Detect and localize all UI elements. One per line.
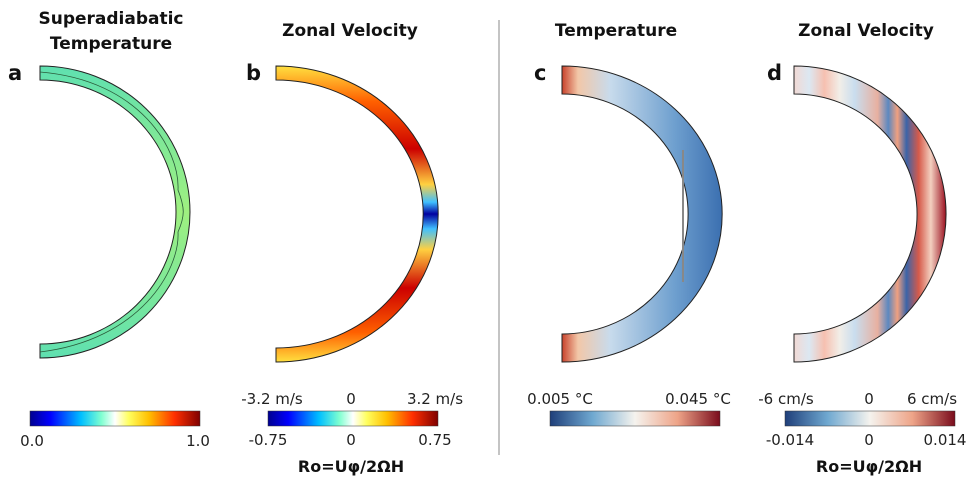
colorbar-d-bottom-tick-mid: 0 [864,431,874,449]
colorbar-b-bottom-tick-min: -0.75 [249,431,288,449]
colorbar-b-top-tick-min: -3.2 m/s [241,390,303,408]
colorbar-d-bottom-tick-max: 0.014 [924,431,967,449]
colorbar-a-tick-min: 0.0 [20,432,44,450]
colorbar-d-top-tick-min: -6 cm/s [758,390,814,408]
shell-b [275,65,439,363]
colorbar-c [549,410,721,427]
colorbar-a-tick-max: 1.0 [186,432,210,450]
colorbar-d-top-tick-max: 6 cm/s [907,390,957,408]
colorbar-d [784,410,956,427]
colorbar-d-bottom-tick-min: -0.014 [766,431,814,449]
colorbar-d-axis-label: Ro=Uφ/2ΩH [816,457,922,476]
colorbar-b [267,410,439,427]
panel-d: Zonal Velocity d -6 cm/s 0 6 cm/s -0.014… [758,21,966,476]
panel-a-title-line1: Superadiabatic [38,9,183,29]
colorbar-b-top-tick-mid: 0 [346,390,356,408]
shell-a-contour [39,71,184,353]
panel-a: Superadiabatic Temperature a 0.0 1.0 [8,9,210,450]
panel-c: Temperature c 0.005 °C 0.045 °C [527,21,731,427]
colorbar-b-bottom-tick-mid: 0 [346,431,356,449]
shell-c [561,65,723,363]
colorbar-c-tick-max: 0.045 °C [665,390,731,408]
colorbar-b-bottom-tick-max: 0.75 [418,431,451,449]
panel-a-title-line2: Temperature [50,34,172,54]
shell-a [39,65,191,359]
panel-b-title: Zonal Velocity [282,21,418,41]
panel-d-label: d [767,61,782,85]
panel-b: Zonal Velocity b -3.2 m/s 0 3.2 m/s -0.7… [241,21,463,476]
colorbar-b-top-tick-max: 3.2 m/s [407,390,463,408]
panel-c-label: c [534,61,546,85]
panel-d-title: Zonal Velocity [798,21,934,41]
shell-d [793,65,947,363]
colorbar-a [29,410,201,427]
colorbar-d-top-tick-mid: 0 [864,390,874,408]
panel-b-label: b [246,61,261,85]
panel-c-title: Temperature [555,21,677,41]
colorbar-b-axis-label: Ro=Uφ/2ΩH [298,457,404,476]
colorbar-c-tick-min: 0.005 °C [527,390,593,408]
panel-a-label: a [8,61,22,85]
